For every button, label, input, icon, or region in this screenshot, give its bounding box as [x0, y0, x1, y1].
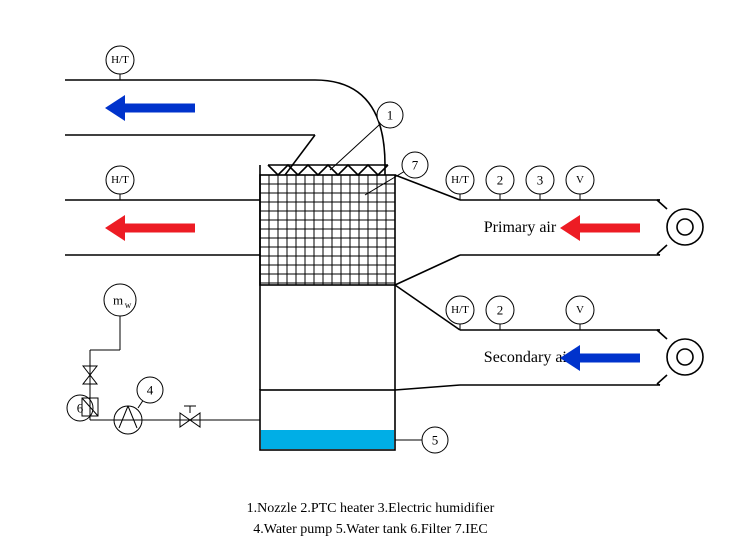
sensor-ht-pri: H/T	[446, 166, 474, 200]
sensor-mw: mw	[104, 284, 136, 340]
svg-text:2: 2	[497, 173, 504, 188]
callout-1: 1	[330, 102, 403, 170]
svg-text:7: 7	[412, 158, 419, 173]
svg-text:H/T: H/T	[111, 174, 129, 186]
secondary-air-label: Secondary air	[484, 349, 573, 366]
water-tank	[260, 390, 395, 450]
legend-line-1: 1.Nozzle 2.PTC heater 3.Electric humidif…	[20, 498, 721, 519]
secondary-fan-icon	[657, 330, 703, 384]
sensor-c3-pri: 3	[526, 166, 554, 200]
sensor-c2-sec: 2	[486, 296, 514, 330]
water-piping	[82, 340, 260, 434]
svg-text:V: V	[576, 304, 584, 316]
elbow-hood	[285, 80, 385, 175]
svg-text:6: 6	[77, 401, 84, 416]
sensor-ht-sec: H/T	[446, 296, 474, 330]
svg-text:5: 5	[432, 433, 439, 448]
svg-text:3: 3	[537, 173, 544, 188]
sensor-ht-mid: H/T	[106, 166, 134, 200]
callout-6: 6	[67, 395, 93, 421]
svg-text:m: m	[113, 293, 123, 308]
svg-text:H/T: H/T	[111, 54, 129, 66]
sensor-v-pri: V	[566, 166, 594, 200]
sensor-c2-pri: 2	[486, 166, 514, 200]
iec-heat-exchanger	[260, 175, 395, 285]
svg-text:H/T: H/T	[451, 174, 469, 186]
callout-4: 4	[137, 377, 163, 408]
svg-text:1: 1	[387, 108, 394, 123]
flow-arrow-top-out	[105, 95, 195, 121]
sensor-v-sec: V	[566, 296, 594, 330]
svg-text:w: w	[125, 300, 132, 310]
svg-text:V: V	[576, 174, 584, 186]
svg-text:4: 4	[147, 383, 154, 398]
primary-fan-icon	[657, 200, 703, 254]
callout-7: 7	[365, 152, 428, 195]
sensor-ht-top: H/T	[106, 46, 134, 80]
primary-air-label: Primary air	[484, 219, 557, 236]
callout-5: 5	[395, 427, 448, 453]
flow-arrow-primary-in	[560, 215, 640, 241]
svg-text:2: 2	[497, 303, 504, 318]
flow-arrow-mid-out	[105, 215, 195, 241]
svg-text:H/T: H/T	[451, 304, 469, 316]
